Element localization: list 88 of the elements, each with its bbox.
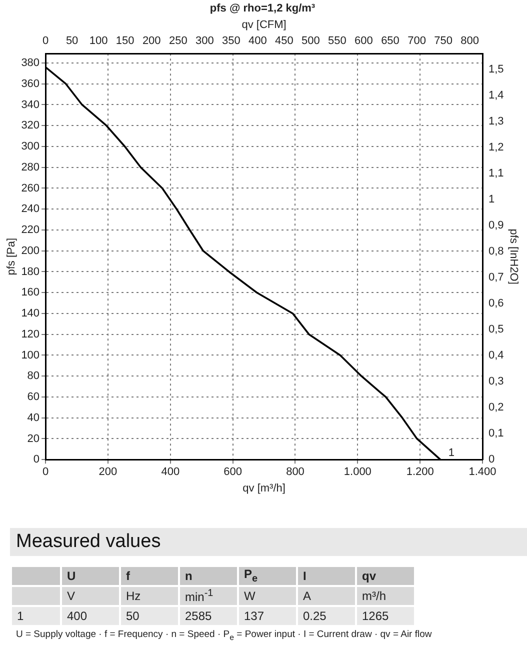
y-tick-label: 20 — [27, 432, 40, 445]
x2-tick-label: 750 — [434, 35, 452, 48]
y-tick-label: 40 — [27, 412, 40, 424]
y-tick-label: 0 — [33, 454, 40, 466]
x2-tick-label: 50 — [66, 35, 78, 48]
y-tick-label: 120 — [21, 328, 40, 340]
y-tick-label: 220 — [21, 224, 40, 236]
y2-tick-label: 0,8 — [488, 246, 504, 258]
text: V — [62, 587, 119, 605]
category-label: f — [121, 567, 178, 585]
y-axis-title: pfs [Pa] — [6, 238, 18, 276]
x2-tick-label: 500 — [302, 35, 320, 48]
y2-tick-label: 1,2 — [488, 142, 504, 154]
x-tick-label: 0 — [42, 466, 49, 478]
y-tick-label: 160 — [21, 286, 40, 299]
x2-tick-label: 100 — [89, 35, 108, 48]
annotation: 1 — [448, 447, 454, 460]
data-label: 0.25 — [298, 607, 355, 625]
y-tick-label: 240 — [21, 203, 40, 216]
y-tick-label: 380 — [21, 57, 40, 70]
text: 1 — [12, 607, 60, 625]
y-tick-label: 260 — [21, 182, 40, 194]
y-tick-label: 340 — [21, 98, 40, 111]
y-tick-label: 140 — [21, 308, 40, 320]
y2-tick-label: 0,3 — [488, 376, 504, 388]
y2-tick-label: 1 — [488, 194, 495, 206]
x2-axis-title: qv [CFM] — [242, 18, 286, 31]
data-label: 2585 — [180, 607, 237, 625]
y2-tick-label: 0 — [488, 454, 495, 466]
y2-tick-label: 1,1 — [488, 168, 504, 180]
text: W — [239, 587, 296, 605]
x2-tick-label: 600 — [354, 35, 373, 48]
y2-tick-label: 1,4 — [488, 90, 504, 102]
category-label: n — [180, 567, 237, 585]
y2-tick-label: 0,1 — [488, 428, 504, 440]
y2-tick-label: 0,9 — [488, 220, 504, 232]
x2-tick-label: 800 — [460, 35, 479, 48]
data-label: 50 — [121, 607, 178, 625]
y-tick-label: 180 — [21, 266, 40, 278]
y2-tick-label: 1,3 — [488, 116, 504, 128]
x-tick-label: 400 — [161, 466, 180, 478]
x2-tick-label: 250 — [168, 35, 188, 48]
y2-axis-title: pfs [InH2O] — [507, 228, 520, 284]
y-tick-label: 280 — [21, 161, 40, 174]
data-label: 400 — [62, 607, 119, 625]
data-label: 137 — [239, 607, 296, 625]
x2-tick-label: 0 — [42, 35, 49, 48]
y-tick-label: 360 — [21, 78, 40, 90]
y2-tick-label: 0,7 — [488, 272, 504, 284]
x-tick-label: 600 — [224, 466, 242, 478]
y2-tick-label: 0,5 — [488, 324, 504, 336]
chart-title: pfs @ rho=1,2 kg/m³ — [210, 2, 316, 15]
text: m³/h — [357, 587, 414, 605]
x2-tick-label: 450 — [275, 35, 294, 48]
y2-tick-label: 0,4 — [488, 350, 504, 362]
data-label: 1265 — [357, 607, 414, 625]
x2-tick-label: 300 — [195, 35, 214, 48]
y-tick-label: 100 — [21, 349, 40, 362]
x2-tick-label: 650 — [381, 35, 400, 48]
category-label: U — [62, 567, 119, 585]
text: A — [298, 587, 355, 605]
text: U = Supply voltage · f = Frequency · n = Speed · P$_{e}$ = Power input · I = Current draw · qv = Air flow — [16, 629, 433, 642]
x2-tick-label: 400 — [248, 35, 267, 48]
category-label: qv — [357, 567, 414, 585]
y2-tick-label: 0,2 — [488, 402, 504, 414]
x-tick-label: 200 — [98, 466, 118, 478]
text: Measured values — [10, 528, 527, 556]
y-tick-label: 300 — [21, 140, 40, 153]
text: min$^{-1}$ — [180, 587, 237, 605]
y2-tick-label: 0,6 — [488, 298, 504, 310]
y-tick-label: 60 — [27, 391, 40, 404]
x2-tick-label: 150 — [116, 35, 134, 48]
y-tick-label: 80 — [27, 370, 40, 382]
y2-tick-label: 1,5 — [488, 64, 504, 76]
x-tick-label: 1.000 — [344, 466, 372, 478]
x-tick-label: 800 — [286, 466, 304, 478]
y-tick-label: 320 — [21, 120, 40, 132]
x-axis-title: qv [m³/h] — [242, 482, 286, 494]
x2-tick-label: 200 — [142, 35, 161, 48]
x2-tick-label: 350 — [222, 35, 240, 48]
category-label: I — [298, 567, 355, 585]
x2-tick-label: 550 — [328, 35, 346, 48]
x-tick-label: 1.200 — [406, 466, 434, 478]
x2-tick-label: 700 — [408, 35, 426, 48]
category-label: P$_{e}$ — [239, 567, 296, 585]
text: Hz — [121, 587, 178, 605]
y-tick-label: 200 — [21, 244, 40, 257]
x-tick-label: 1.400 — [468, 466, 496, 478]
